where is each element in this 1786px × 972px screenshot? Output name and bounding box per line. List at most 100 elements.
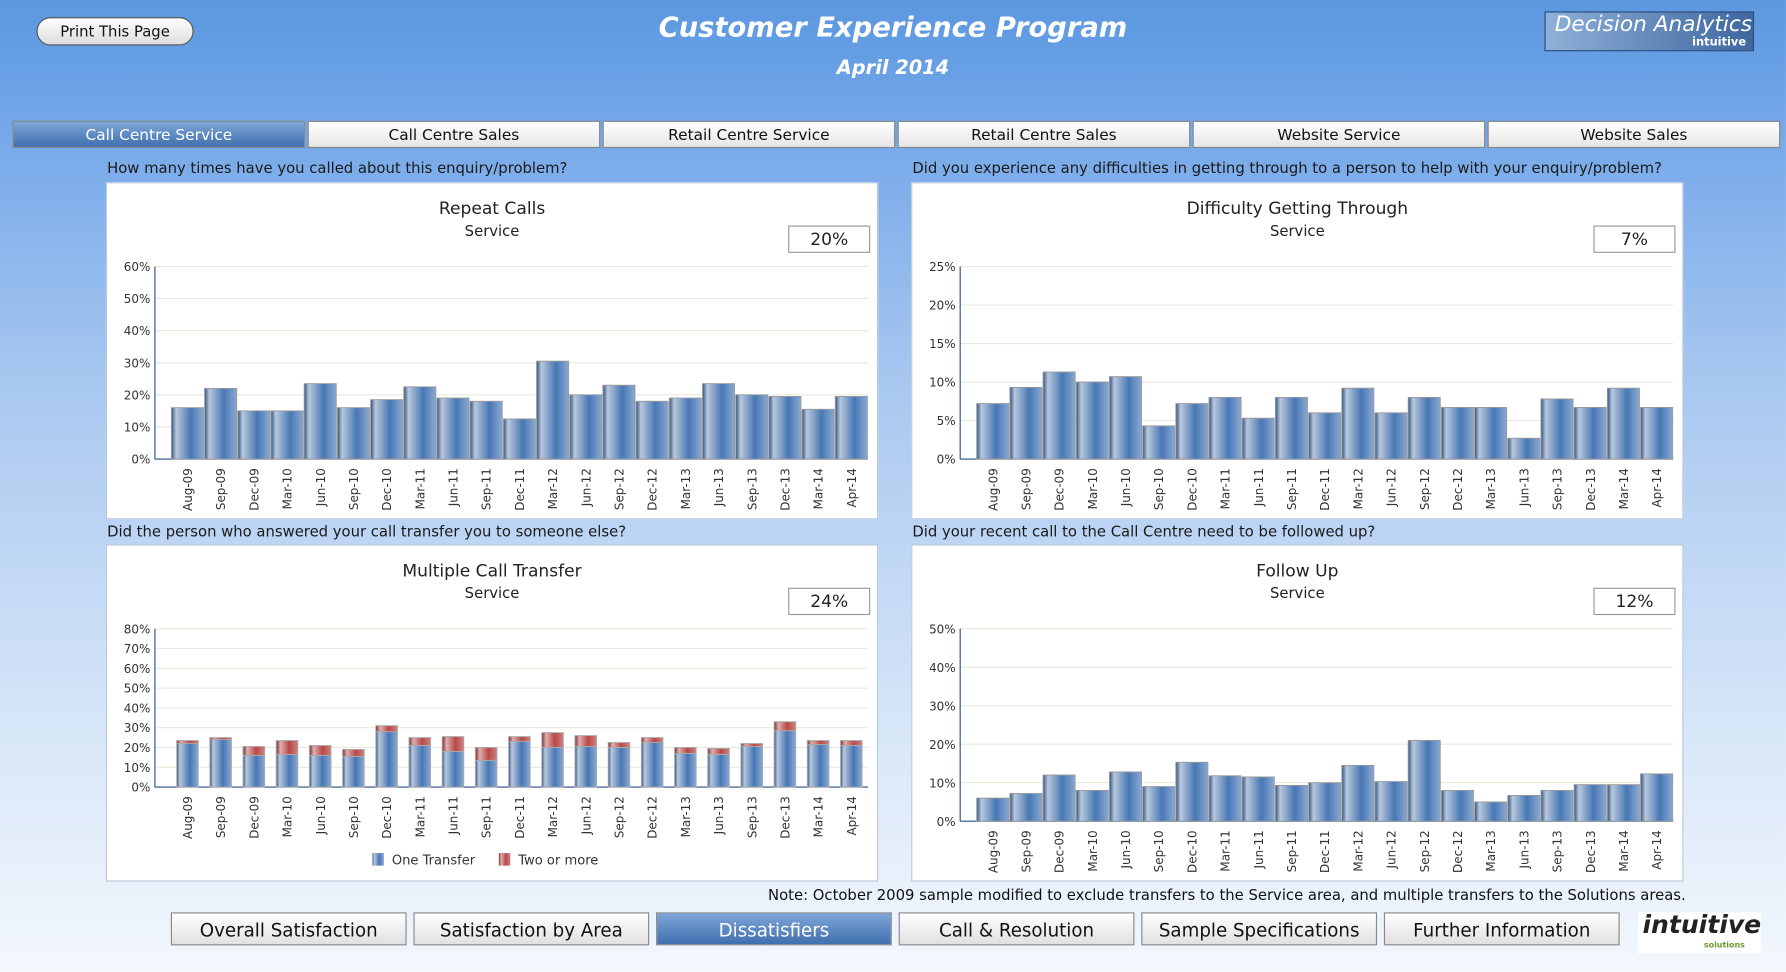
nav-further-information[interactable]: Further Information bbox=[1383, 912, 1620, 946]
print-page-button[interactable]: Print This Page bbox=[36, 17, 194, 46]
x-tick-label: Dec-09 bbox=[1053, 468, 1067, 511]
bar bbox=[1175, 761, 1209, 822]
chart-title: Follow Up bbox=[1256, 560, 1339, 581]
nav-satisfaction-by-area[interactable]: Satisfaction by Area bbox=[413, 912, 650, 946]
bar-one-transfer bbox=[541, 747, 564, 788]
x-tick-label: Dec-11 bbox=[513, 796, 527, 839]
chart-subtitle: Service bbox=[464, 223, 520, 241]
x-tick-label: Jun-10 bbox=[1119, 468, 1133, 507]
bar bbox=[1407, 396, 1441, 460]
logo-text: Decision Analytics® bbox=[1554, 11, 1755, 37]
tab-retail-centre-service[interactable]: Retail Centre Service bbox=[602, 120, 896, 149]
y-tick-label: 40% bbox=[124, 324, 151, 338]
bar bbox=[1142, 786, 1176, 822]
x-tick-label: Dec-11 bbox=[1318, 830, 1332, 873]
intuitive-logo-text: intuitive bbox=[1642, 911, 1762, 940]
x-tick-label: Jun-11 bbox=[1252, 468, 1266, 507]
bar bbox=[469, 400, 503, 460]
bar bbox=[1241, 776, 1275, 822]
x-tick-label: Sep-12 bbox=[1418, 830, 1432, 872]
tab-website-service[interactable]: Website Service bbox=[1192, 120, 1486, 149]
chart-panel-difficulty: 0% 5% 10% 15% 20% 25% Aug-09 Sep-09 Dec-09 Mar-10… bbox=[911, 182, 1684, 520]
y-tick-label: 80% bbox=[124, 622, 151, 636]
y-tick-label: 30% bbox=[929, 699, 956, 713]
bar bbox=[976, 403, 1010, 460]
page-subtitle: April 2014 bbox=[836, 56, 950, 80]
bar bbox=[1341, 764, 1375, 822]
y-tick-label: 0% bbox=[131, 781, 150, 795]
y-tick-label: 30% bbox=[124, 721, 151, 735]
x-tick-label: Mar-11 bbox=[413, 796, 427, 837]
x-tick-label: Jun-12 bbox=[1385, 468, 1399, 507]
x-tick-label: Mar-12 bbox=[1351, 830, 1365, 871]
y-tick-label: 10% bbox=[124, 761, 151, 775]
bar bbox=[1142, 425, 1176, 460]
x-tick-label: Aug-09 bbox=[181, 468, 195, 511]
chart-title: Difficulty Getting Through bbox=[1186, 198, 1409, 219]
intuitive-logo: intuitive solutions bbox=[1637, 911, 1762, 954]
x-tick-label: Dec-10 bbox=[1185, 830, 1199, 873]
bar-one-transfer bbox=[607, 747, 631, 788]
bar bbox=[1009, 793, 1043, 822]
x-tick-label: Mar-10 bbox=[1086, 830, 1100, 871]
x-tick-label: Dec-09 bbox=[247, 796, 261, 839]
tab-website-sales[interactable]: Website Sales bbox=[1487, 120, 1781, 149]
nav-call-resolution[interactable]: Call & Resolution bbox=[898, 912, 1135, 946]
nav-sample-specifications[interactable]: Sample Specifications bbox=[1141, 912, 1378, 946]
bar-one-transfer bbox=[707, 753, 730, 788]
tab-retail-centre-sales[interactable]: Retail Centre Sales bbox=[897, 120, 1191, 149]
tab-call-centre-sales[interactable]: Call Centre Sales bbox=[307, 120, 601, 149]
x-tick-label: Dec-12 bbox=[646, 796, 660, 839]
x-tick-label: Mar-13 bbox=[1484, 830, 1498, 871]
x-tick-label: Apr-14 bbox=[845, 468, 859, 507]
legend-label: Two or more bbox=[517, 854, 598, 869]
nav-dissatisfiers[interactable]: Dissatisfiers bbox=[656, 912, 892, 946]
nav-overall-satisfaction[interactable]: Overall Satisfaction bbox=[170, 912, 407, 946]
x-tick-label: Mar-11 bbox=[1219, 830, 1233, 871]
bar-two-or-more bbox=[674, 747, 697, 754]
x-tick-label: Dec-12 bbox=[1451, 830, 1465, 873]
x-tick-label: Mar-14 bbox=[1617, 830, 1631, 871]
x-tick-label: Mar-11 bbox=[413, 468, 427, 509]
chart-subtitle: Service bbox=[1269, 585, 1325, 603]
x-tick-label: Mar-12 bbox=[546, 468, 560, 509]
bar bbox=[1075, 381, 1109, 460]
tab-call-centre-service[interactable]: Call Centre Service bbox=[12, 120, 306, 149]
x-tick-label: Mar-13 bbox=[1484, 468, 1498, 509]
x-tick-label: Sep-09 bbox=[1019, 830, 1033, 872]
bar-two-or-more bbox=[541, 732, 564, 748]
x-tick-label: Dec-10 bbox=[380, 468, 394, 511]
question-repeat-calls: How many times have you called about thi… bbox=[107, 160, 568, 178]
x-tick-label: Sep-11 bbox=[1285, 468, 1299, 510]
bar-two-or-more bbox=[441, 736, 465, 752]
x-tick-label: Jun-11 bbox=[447, 796, 461, 835]
question-transfer: Did the person who answered your call tr… bbox=[107, 523, 627, 542]
x-tick-label: Jun-10 bbox=[1119, 830, 1133, 869]
decision-analytics-logo: Decision Analytics® intuitive bbox=[1544, 11, 1755, 52]
bar bbox=[1640, 406, 1674, 460]
bar bbox=[303, 383, 337, 460]
y-tick-label: 10% bbox=[929, 376, 956, 390]
x-tick-label: Dec-09 bbox=[1053, 830, 1067, 873]
bar bbox=[536, 360, 570, 460]
bar-two-or-more bbox=[275, 740, 299, 755]
x-tick-label: Mar-10 bbox=[281, 468, 295, 509]
question-follow-up: Did your recent call to the Call Centre … bbox=[912, 523, 1376, 542]
x-tick-label: Sep-10 bbox=[1152, 830, 1166, 872]
bar bbox=[1374, 412, 1408, 460]
bar bbox=[1042, 774, 1076, 822]
bar bbox=[1374, 781, 1408, 822]
x-tick-label: Jun-12 bbox=[579, 468, 593, 507]
bar-two-or-more bbox=[773, 721, 797, 732]
bar bbox=[502, 418, 536, 460]
bar bbox=[1474, 801, 1508, 822]
chart-panel-follow-up: 0% 10% 20% 30% 40% 50% Aug-09 Sep-09 Dec-09 Mar-1… bbox=[911, 544, 1684, 882]
x-tick-label: Mar-14 bbox=[812, 796, 826, 837]
x-tick-label: Dec-10 bbox=[1185, 468, 1199, 511]
bar bbox=[1606, 784, 1640, 822]
bar bbox=[1308, 412, 1342, 460]
chart-panel-transfer: 0% 10% 20% 30% 40% 50% 60% 70% 80% Aug-09 Sep-09 De… bbox=[105, 544, 879, 882]
bar-two-or-more bbox=[474, 747, 498, 761]
question-difficulty: Did you experience any difficulties in g… bbox=[912, 160, 1662, 178]
bar-two-or-more bbox=[607, 742, 631, 748]
